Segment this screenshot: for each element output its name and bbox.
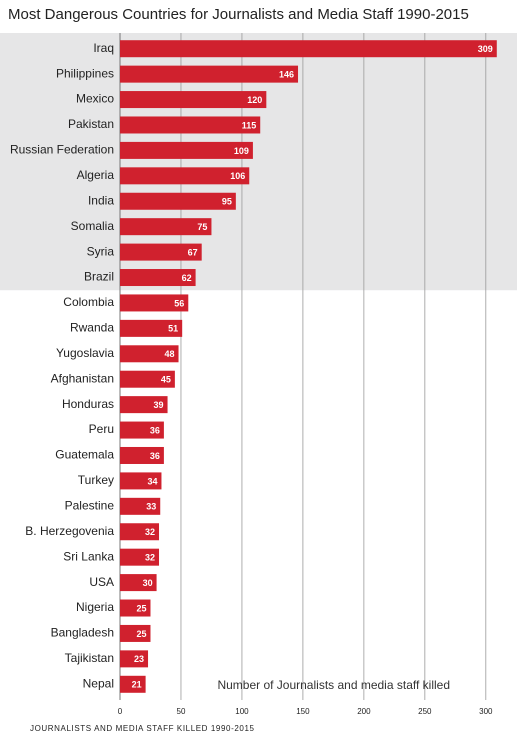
bar <box>120 548 160 566</box>
y-tick-label: Guatemala <box>55 448 114 462</box>
bar <box>120 91 267 109</box>
bar <box>120 574 157 592</box>
x-axis-label: Number of Journalists and media staff ki… <box>217 678 450 692</box>
bar <box>120 269 196 287</box>
value-label: 51 <box>168 324 178 334</box>
bar <box>120 40 497 58</box>
bar <box>120 218 212 236</box>
x-tick-label: 200 <box>357 707 371 716</box>
y-tick-label: Rwanda <box>70 321 114 335</box>
value-label: 120 <box>247 95 262 105</box>
bar <box>120 446 164 464</box>
value-label: 32 <box>145 553 155 563</box>
bar <box>120 345 179 363</box>
value-label: 36 <box>150 425 160 435</box>
bar <box>120 167 250 185</box>
value-label: 48 <box>165 349 175 359</box>
bar <box>120 650 149 668</box>
y-tick-label: Afghanistan <box>51 371 114 385</box>
y-tick-label: Peru <box>89 422 114 436</box>
value-label: 115 <box>242 120 257 130</box>
y-tick-label: Somalia <box>71 219 115 233</box>
value-label: 39 <box>154 400 164 410</box>
bar <box>120 192 236 210</box>
value-label: 25 <box>136 603 146 613</box>
value-label: 25 <box>136 629 146 639</box>
bar <box>120 243 202 261</box>
bar <box>120 141 253 159</box>
y-tick-label: Turkey <box>78 473 114 487</box>
value-label: 109 <box>234 146 249 156</box>
x-tick-label: 0 <box>118 707 123 716</box>
value-label: 34 <box>147 476 157 486</box>
y-tick-label: Syria <box>87 244 115 258</box>
bar <box>120 370 175 388</box>
value-label: 67 <box>188 247 198 257</box>
x-tick-label: 50 <box>177 707 186 716</box>
bar <box>120 396 168 414</box>
value-label: 62 <box>182 273 192 283</box>
y-tick-label: Brazil <box>84 270 114 284</box>
y-tick-label: Nepal <box>83 676 114 690</box>
bar <box>120 599 151 617</box>
y-tick-label: Sri Lanka <box>63 549 114 563</box>
bar <box>120 497 161 515</box>
value-label: 75 <box>197 222 207 232</box>
y-tick-label: Honduras <box>62 397 114 411</box>
y-tick-label: Yugoslavia <box>56 346 114 360</box>
x-tick-label: 100 <box>235 707 249 716</box>
bar <box>120 472 162 490</box>
y-tick-label: Philippines <box>56 66 114 80</box>
bar <box>120 294 189 312</box>
bar <box>120 675 146 693</box>
y-tick-label: Colombia <box>63 295 114 309</box>
x-tick-label: 150 <box>296 707 310 716</box>
y-tick-label: Mexico <box>76 92 114 106</box>
y-tick-label: USA <box>89 575 114 589</box>
y-tick-label: Algeria <box>77 168 115 182</box>
value-label: 56 <box>174 298 184 308</box>
value-label: 146 <box>279 70 294 80</box>
y-tick-label: Tajikistan <box>65 651 114 665</box>
value-label: 106 <box>230 171 245 181</box>
y-tick-label: Russian Federation <box>10 143 114 157</box>
y-tick-label: Iraq <box>93 41 114 55</box>
y-tick-label: B. Herzegovenia <box>25 524 114 538</box>
value-label: 36 <box>150 451 160 461</box>
value-label: 33 <box>146 502 156 512</box>
value-label: 95 <box>222 197 232 207</box>
value-label: 45 <box>161 375 171 385</box>
value-label: 309 <box>478 44 493 54</box>
value-label: 30 <box>143 578 153 588</box>
footer: JOURNALISTS AND MEDIA STAFF KILLED 1990-… <box>30 724 255 733</box>
bar <box>120 421 164 439</box>
bar <box>120 319 183 337</box>
value-label: 32 <box>145 527 155 537</box>
y-tick-label: India <box>88 193 114 207</box>
chart-title: Most Dangerous Countries for Journalists… <box>8 6 469 23</box>
x-tick-label: 250 <box>418 707 432 716</box>
value-label: 21 <box>132 680 142 690</box>
y-tick-label: Nigeria <box>76 600 114 614</box>
y-tick-label: Bangladesh <box>51 626 114 640</box>
bar <box>120 65 299 83</box>
bar <box>120 523 160 541</box>
bar <box>120 624 151 642</box>
bar <box>120 116 261 134</box>
y-tick-label: Pakistan <box>68 117 114 131</box>
y-tick-label: Palestine <box>65 498 115 512</box>
value-label: 23 <box>134 654 144 664</box>
x-tick-label: 300 <box>479 707 493 716</box>
